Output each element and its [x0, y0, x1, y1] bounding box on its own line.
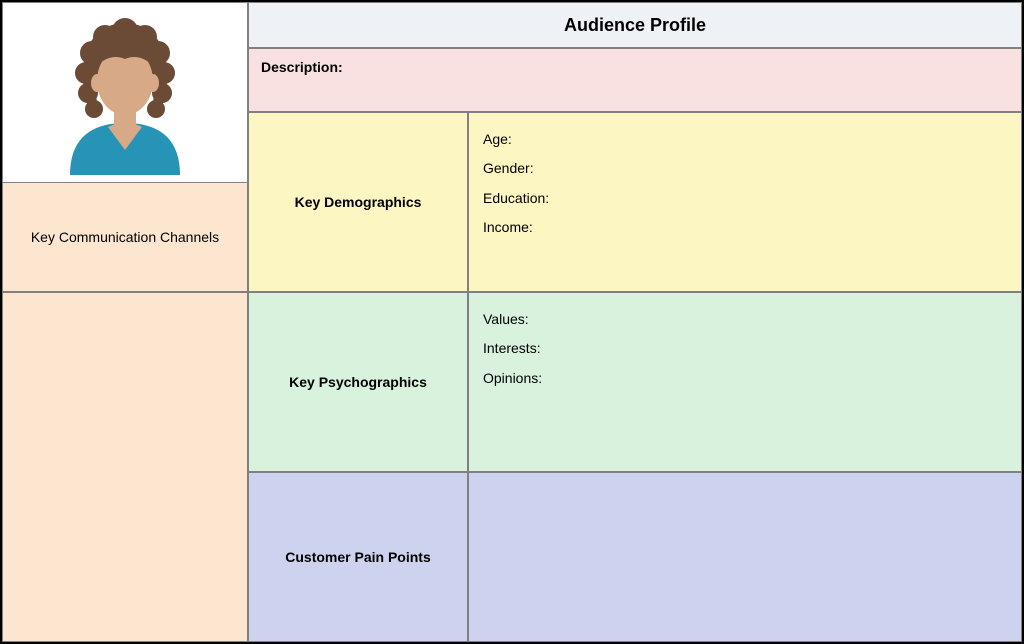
psychographics-fields: Values: Interests: Opinions:: [468, 292, 1022, 472]
psychographics-label-cell: Key Psychographics: [248, 292, 468, 472]
audience-profile-template: Key Communication Channels Audience Prof…: [0, 0, 1024, 644]
field-age: Age:: [483, 125, 1007, 154]
field-opinions: Opinions:: [483, 364, 1007, 393]
persona-avatar-box: [3, 3, 247, 183]
psychographics-label: Key Psychographics: [289, 374, 427, 390]
profile-title: Audience Profile: [248, 2, 1022, 48]
description-label: Description:: [261, 59, 343, 75]
field-income: Income:: [483, 213, 1007, 242]
profile-title-text: Audience Profile: [564, 15, 706, 36]
persona-sidebar: Key Communication Channels: [2, 2, 248, 292]
persona-avatar-icon: [50, 15, 200, 175]
field-gender: Gender:: [483, 154, 1007, 183]
demographics-fields: Age: Gender: Education: Income:: [468, 112, 1022, 292]
painpoints-label-cell: Customer Pain Points: [248, 472, 468, 642]
field-interests: Interests:: [483, 334, 1007, 363]
painpoints-fields: [468, 472, 1022, 642]
field-education: Education:: [483, 184, 1007, 213]
communication-channels-label: Key Communication Channels: [3, 183, 247, 291]
field-values: Values:: [483, 305, 1007, 334]
painpoints-label: Customer Pain Points: [285, 549, 430, 565]
description-row: Description:: [248, 48, 1022, 112]
communication-channels-area: [2, 292, 248, 642]
demographics-label: Key Demographics: [295, 194, 422, 210]
demographics-label-cell: Key Demographics: [248, 112, 468, 292]
